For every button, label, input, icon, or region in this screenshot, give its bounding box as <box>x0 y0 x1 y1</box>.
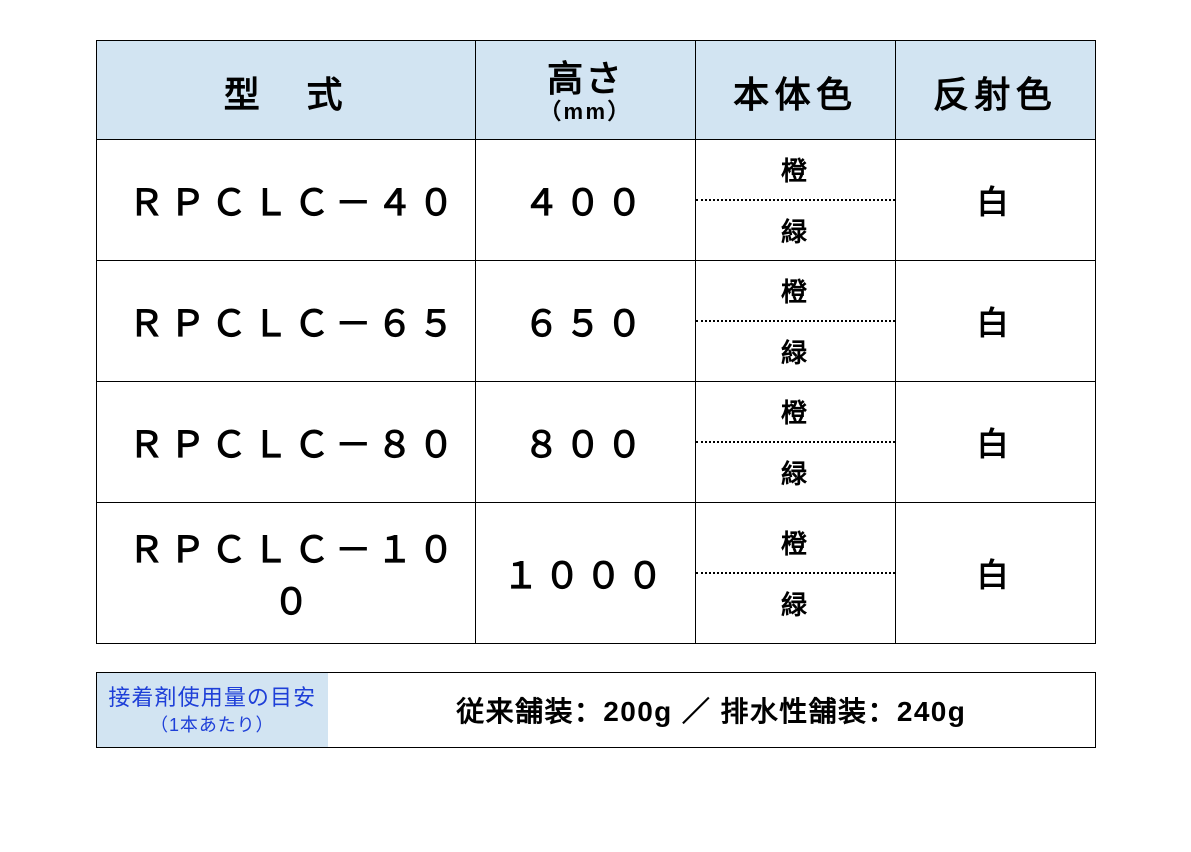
table-row: ＲＰＣＬＣ－６５ ６５０ 橙 緑 白 <box>96 260 1095 381</box>
cell-height: ４００ <box>476 139 696 260</box>
header-body-color: 本体色 <box>695 41 895 140</box>
cell-height: ６５０ <box>476 260 696 381</box>
header-reflect-color: 反射色 <box>895 41 1095 140</box>
cell-body-top: 橙 <box>696 382 895 443</box>
table-row: ＲＰＣＬＣ－８０ ８００ 橙 緑 白 <box>96 381 1095 502</box>
cell-reflect: 白 <box>895 139 1095 260</box>
cell-body-top: 橙 <box>696 261 895 322</box>
cell-height: １０００ <box>476 502 696 643</box>
spec-table: 型 式 高さ （mm） 本体色 反射色 ＲＰＣＬＣ－４０ ４００ 橙 緑 <box>96 40 1096 644</box>
header-height-sub: （mm） <box>482 99 689 125</box>
cell-model: ＲＰＣＬＣ－８０ <box>96 381 476 502</box>
cell-reflect: 白 <box>895 260 1095 381</box>
cell-reflect: 白 <box>895 502 1095 643</box>
cell-body-top: 橙 <box>696 513 895 574</box>
cell-body: 橙 緑 <box>695 139 895 260</box>
header-model: 型 式 <box>96 41 476 140</box>
adhesive-info-box: 接着剤使用量の目安 （1本あたり） 従来舗装：200g ／ 排水性舗装：240g <box>96 672 1096 748</box>
content-wrap: 型 式 高さ （mm） 本体色 反射色 ＲＰＣＬＣ－４０ ４００ 橙 緑 <box>96 40 1096 748</box>
cell-body: 橙 緑 <box>695 502 895 643</box>
cell-reflect: 白 <box>895 381 1095 502</box>
adhesive-label-top: 接着剤使用量の目安 <box>103 683 323 713</box>
header-height-top: 高さ <box>482 59 689 99</box>
cell-model: ＲＰＣＬＣ－１００ <box>96 502 476 643</box>
cell-body: 橙 緑 <box>695 260 895 381</box>
cell-body-top: 橙 <box>696 140 895 201</box>
cell-model: ＲＰＣＬＣ－４０ <box>96 139 476 260</box>
table-row: ＲＰＣＬＣ－４０ ４００ 橙 緑 白 <box>96 139 1095 260</box>
cell-body-bottom: 緑 <box>696 443 895 502</box>
adhesive-values: 従来舗装：200g ／ 排水性舗装：240g <box>328 673 1094 747</box>
adhesive-label: 接着剤使用量の目安 （1本あたり） <box>97 673 329 747</box>
adhesive-label-sub: （1本あたり） <box>103 713 323 737</box>
cell-height: ８００ <box>476 381 696 502</box>
header-height: 高さ （mm） <box>476 41 696 140</box>
cell-body-bottom: 緑 <box>696 322 895 381</box>
cell-model: ＲＰＣＬＣ－６５ <box>96 260 476 381</box>
cell-body-bottom: 緑 <box>696 201 895 260</box>
cell-body: 橙 緑 <box>695 381 895 502</box>
table-row: ＲＰＣＬＣ－１００ １０００ 橙 緑 白 <box>96 502 1095 643</box>
cell-body-bottom: 緑 <box>696 574 895 633</box>
table-header-row: 型 式 高さ （mm） 本体色 反射色 <box>96 41 1095 140</box>
